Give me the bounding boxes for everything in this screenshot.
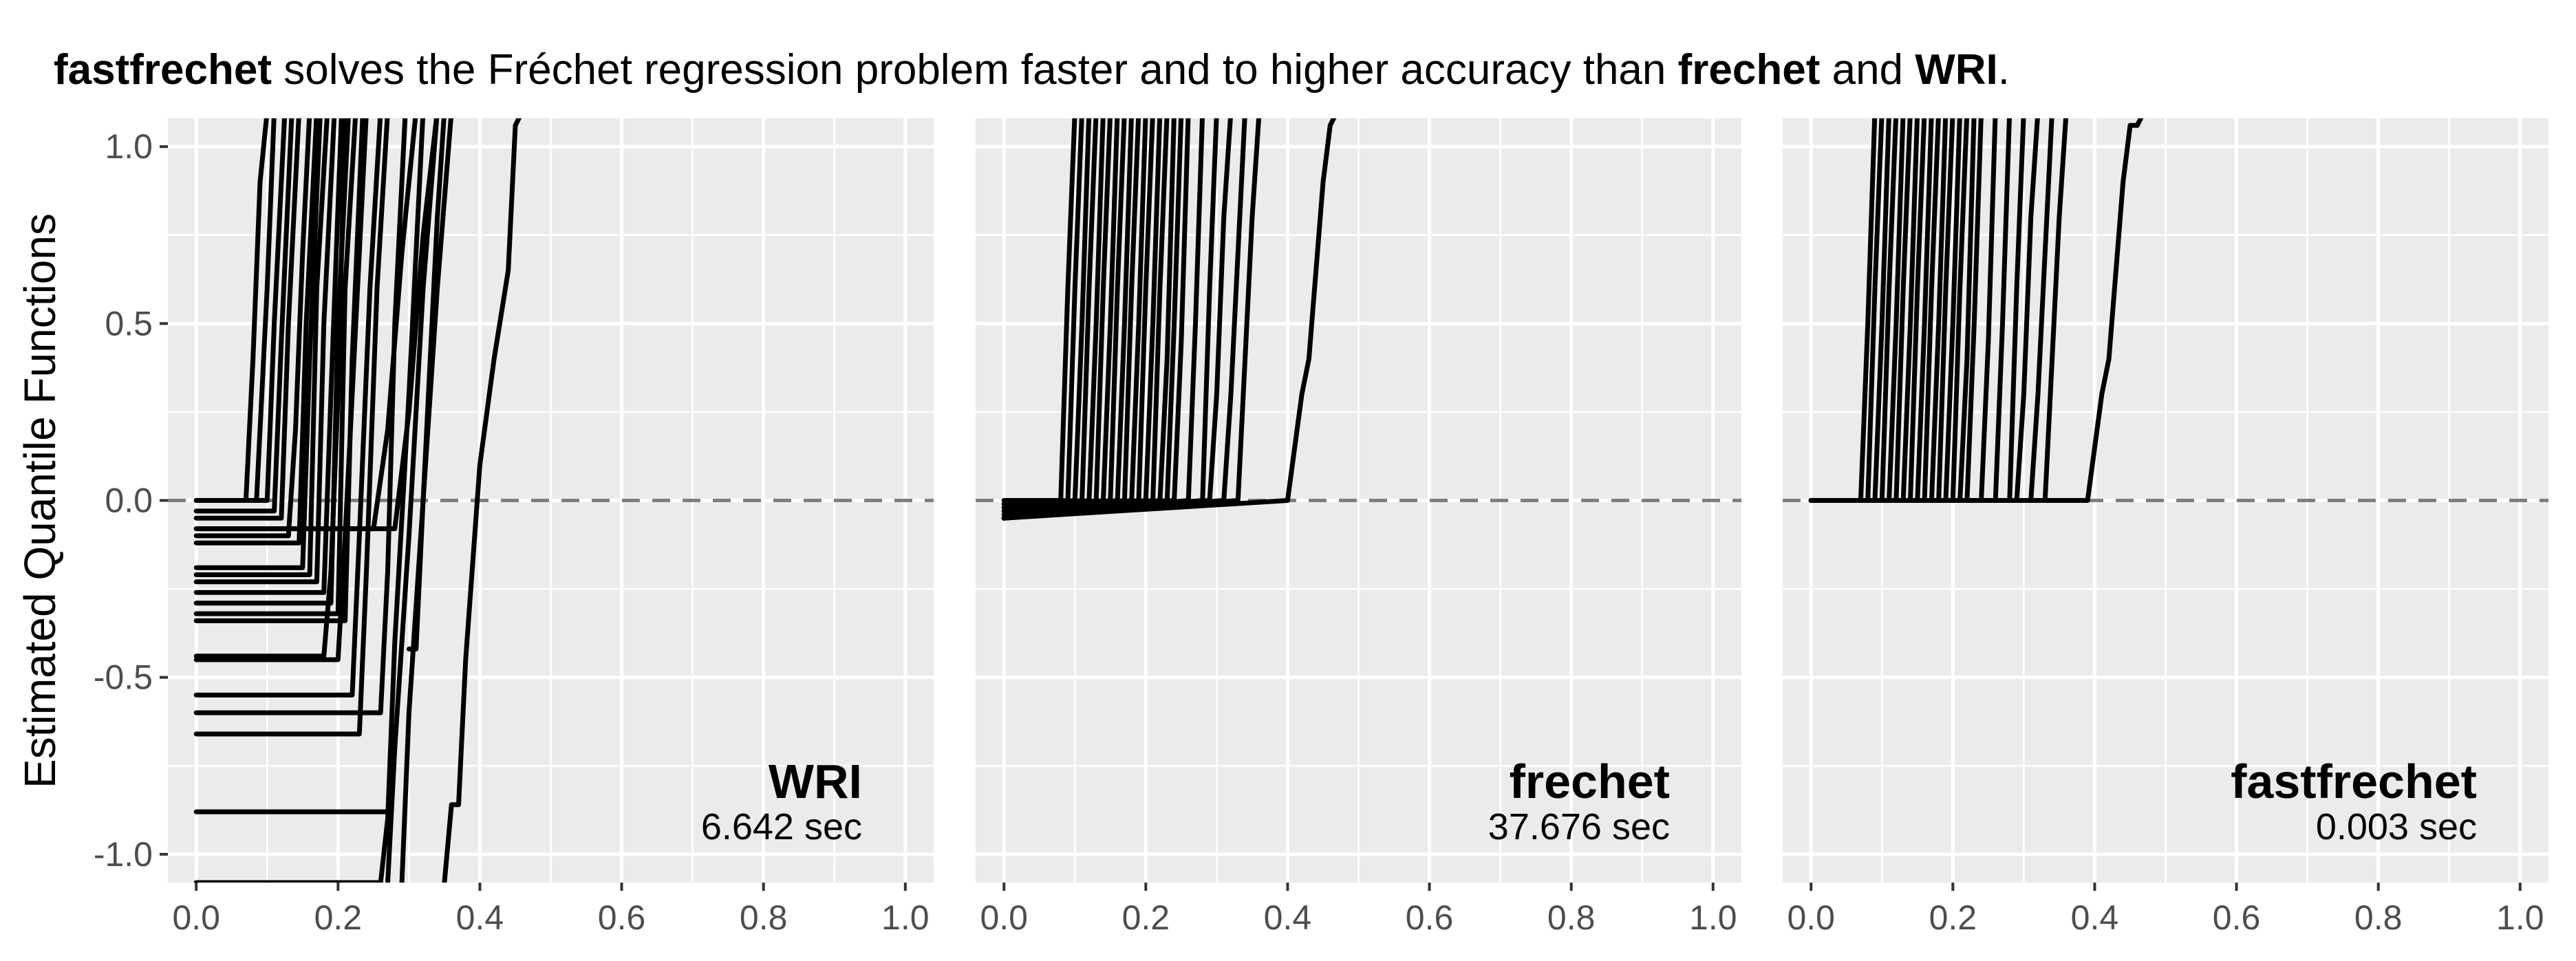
series-line	[442, 118, 522, 883]
x-tick-label: 0.8	[1547, 898, 1596, 937]
panel-method-label: WRI	[769, 755, 862, 808]
series-line	[193, 118, 369, 662]
title-segment: solves the Fréchet regression problem fa…	[272, 46, 1678, 94]
panel-method-label: frechet	[1510, 755, 1670, 808]
series-line	[193, 118, 330, 577]
x-tick-label: 0.2	[1929, 898, 1977, 937]
series-line	[1808, 118, 2144, 503]
series-line	[193, 118, 319, 546]
series-line	[193, 118, 390, 737]
title-segment: .	[1998, 46, 2010, 94]
series-line	[193, 118, 358, 616]
title-segment: WRI	[1915, 46, 1998, 94]
y-axis-label: Estimated Quantile Functions	[15, 213, 65, 788]
x-tick-label: 0.6	[598, 898, 646, 937]
title-segment: fastfrechet	[54, 46, 272, 94]
y-tick-label: 0.0	[105, 482, 153, 520]
series-group	[1808, 118, 2144, 503]
x-tick-label: 1.0	[881, 898, 930, 937]
x-tick-label: 0.0	[172, 898, 220, 937]
x-tick-label: 0.4	[456, 898, 504, 937]
series-group	[1001, 118, 1337, 521]
x-tick-label: 1.0	[2496, 898, 2544, 937]
title-segment: and	[1820, 46, 1915, 94]
x-tick-label: 0.8	[740, 898, 788, 937]
series-line	[193, 118, 312, 539]
x-tick-label: 0.0	[980, 898, 1028, 937]
panel-time-label: 0.003 sec	[2316, 806, 2477, 847]
y-tick-label: 0.5	[105, 304, 153, 343]
series-line	[406, 118, 447, 651]
figure-title: fastfrechet solves the Fréchet regressio…	[54, 46, 2010, 94]
series-line	[1001, 118, 1337, 521]
x-tick-label: 0.2	[314, 898, 363, 937]
y-tick-label: -0.5	[94, 658, 153, 697]
x-tick-label: 0.6	[1406, 898, 1454, 937]
x-tick-label: 0.4	[1264, 898, 1312, 937]
x-tick-label: 0.0	[1787, 898, 1835, 937]
y-tick-label: -1.0	[94, 835, 153, 874]
series-line	[193, 118, 294, 514]
series-line	[193, 118, 287, 503]
x-tick-label: 0.2	[1122, 898, 1170, 937]
series-line	[193, 118, 425, 883]
x-tick-label: 0.6	[2213, 898, 2261, 937]
series-line	[193, 118, 323, 570]
series-line	[385, 118, 440, 883]
series-line	[193, 118, 337, 585]
y-tick-label: 1.0	[105, 127, 153, 166]
panel-time-label: 37.676 sec	[1488, 806, 1670, 847]
series-line	[193, 118, 347, 659]
x-tick-label: 0.8	[2354, 898, 2403, 937]
series-group	[193, 118, 522, 883]
title-segment: frechet	[1678, 46, 1821, 94]
series-line	[193, 118, 344, 595]
panel-method-label: fastfrechet	[2231, 755, 2477, 808]
panel-time-label: 6.642 sec	[701, 806, 862, 847]
x-tick-label: 1.0	[1689, 898, 1737, 937]
x-tick-label: 0.4	[2071, 898, 2119, 937]
series-line	[193, 118, 383, 698]
series-line	[193, 118, 408, 715]
series-line	[193, 118, 301, 521]
